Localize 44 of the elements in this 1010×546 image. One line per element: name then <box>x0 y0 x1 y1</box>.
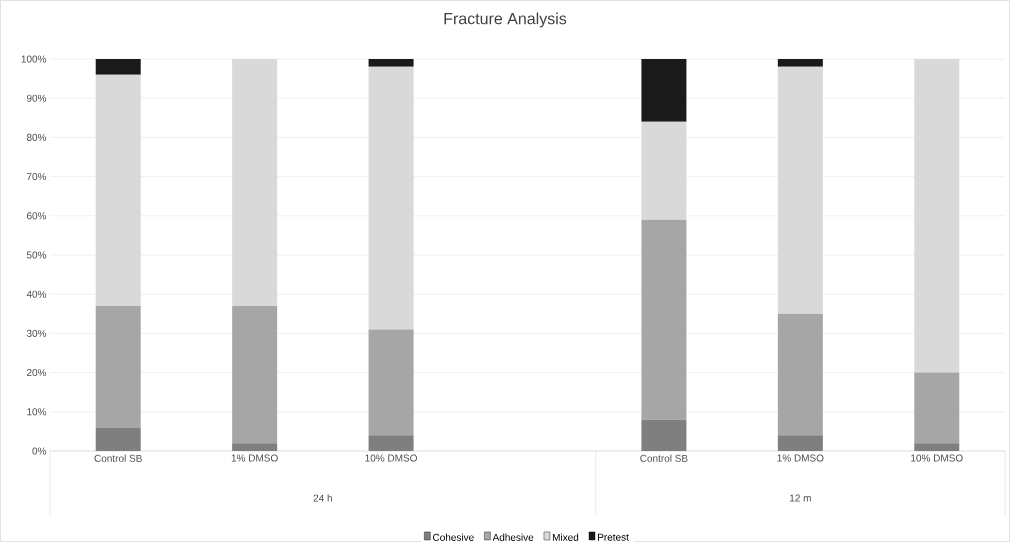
y-tick-label: 40% <box>26 290 47 298</box>
bar <box>641 121 687 220</box>
legend-label: Mixed <box>552 533 579 541</box>
chart-title: Fracture Analysis <box>444 12 567 28</box>
x-tick-label: 10% DMSO <box>365 454 417 462</box>
y-tick-label: 10% <box>27 408 47 416</box>
bar <box>914 372 960 443</box>
legend-label: Pretest <box>598 533 629 541</box>
y-tick-label: 30% <box>26 329 47 337</box>
x-tick-label: Control SB <box>640 454 688 462</box>
bar <box>777 58 823 67</box>
bar <box>95 58 141 75</box>
y-tick-label: 50% <box>26 251 47 259</box>
bar <box>777 313 823 436</box>
bar <box>95 74 141 306</box>
bar <box>641 419 687 451</box>
bar <box>368 435 414 451</box>
bar <box>914 442 960 451</box>
x-tick-label: 1% DMSO <box>231 454 278 462</box>
bar <box>777 66 823 314</box>
bar <box>232 305 278 443</box>
text: 12 m <box>790 494 811 502</box>
y-tick-label: 70% <box>26 172 47 180</box>
bar <box>368 66 414 330</box>
y-tick-label: 90% <box>26 94 47 102</box>
bar <box>232 442 278 451</box>
bar <box>368 58 414 67</box>
y-tick-label: 100% <box>21 55 47 63</box>
y-tick-label: 80% <box>26 133 47 141</box>
y-tick-label: 0% <box>32 447 47 455</box>
y-tick-label: 20% <box>26 368 47 376</box>
x-tick-label: Control SB <box>94 454 142 462</box>
legend-label: Adhesive <box>492 533 534 541</box>
bar <box>641 58 687 122</box>
x-tick-label: 1% DMSO <box>777 454 824 462</box>
bar <box>641 219 687 420</box>
x-tick-label: 10% DMSO <box>911 454 963 462</box>
text: 24 h <box>313 494 332 502</box>
bar <box>95 305 141 428</box>
bar <box>368 329 414 436</box>
bar <box>777 435 823 451</box>
bar <box>95 427 141 451</box>
legend-label: Cohesive <box>433 533 474 541</box>
y-tick-label: 60% <box>26 212 47 220</box>
